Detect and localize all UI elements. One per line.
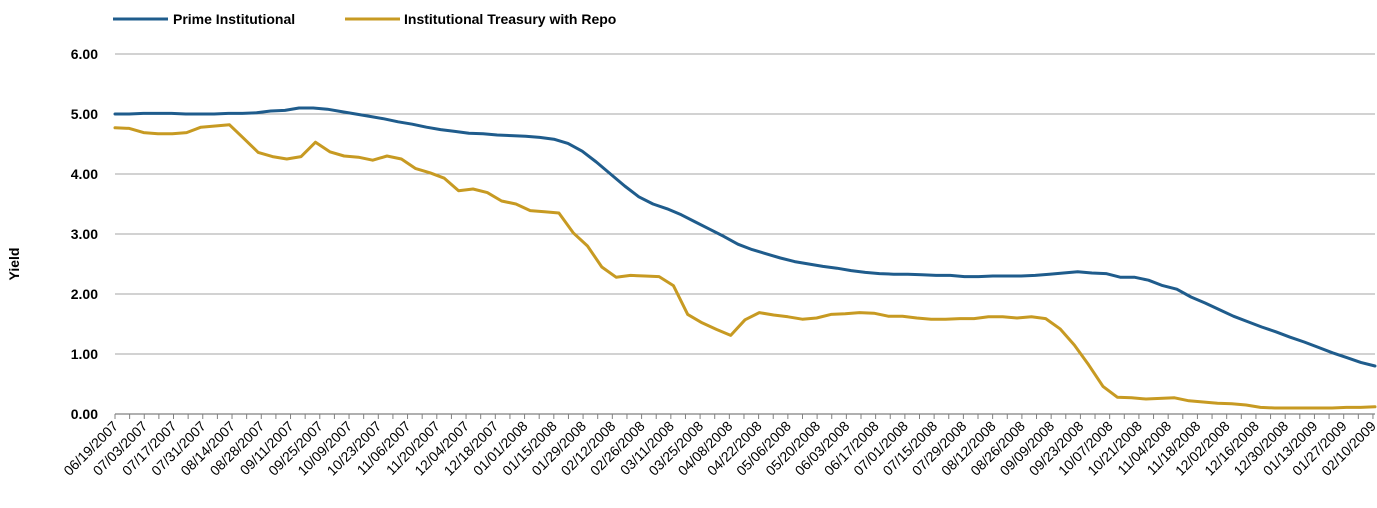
legend-label-institutional-treasury-with-repo: Institutional Treasury with Repo [404, 11, 616, 27]
y-tick-label: 3.00 [71, 226, 98, 242]
series-line-prime-institutional [113, 106, 1377, 368]
y-axis-title: Yield [6, 248, 22, 281]
legend-item-prime-institutional: Prime Institutional [113, 11, 295, 27]
series-line-institutional-treasury-with-repo [113, 123, 1377, 410]
x-axis: 06/19/200707/03/200707/17/200707/31/2007… [60, 413, 1377, 479]
y-tick-label: 5.00 [71, 106, 98, 122]
y-tick-label: 2.00 [71, 286, 98, 302]
legend-label-prime-institutional: Prime Institutional [173, 11, 295, 27]
y-axis-ticks: 0.00 1.00 2.00 3.00 4.00 5.00 6.00 [71, 46, 98, 422]
y-tick-label: 6.00 [71, 46, 98, 62]
y-tick-label: 1.00 [71, 346, 98, 362]
legend: Prime Institutional Institutional Treasu… [113, 11, 616, 27]
y-tick-label: 4.00 [71, 166, 98, 182]
gridlines [115, 53, 1375, 355]
y-tick-label: 0.00 [71, 406, 98, 422]
legend-item-institutional-treasury-with-repo: Institutional Treasury with Repo [345, 11, 616, 27]
series-layer [113, 106, 1377, 410]
